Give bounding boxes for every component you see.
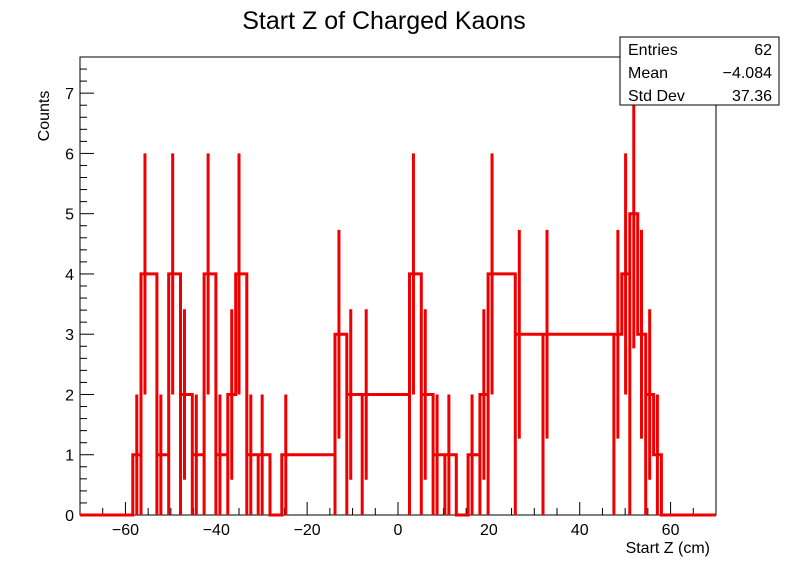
stats-stddev-value: 37.36 <box>732 88 772 105</box>
stats-stddev-label: Std Dev <box>628 88 685 105</box>
histogram-bins <box>80 78 716 517</box>
x-tick-label: 20 <box>480 522 498 539</box>
x-axis-label: Start Z (cm) <box>626 540 710 557</box>
x-tick-label: 60 <box>662 522 680 539</box>
chart-title: Start Z of Charged Kaons <box>242 7 525 35</box>
histogram-outline <box>80 212 716 517</box>
x-tick-label: −40 <box>203 522 230 539</box>
x-tick-label: 0 <box>394 522 403 539</box>
stats-box-frame <box>619 36 780 106</box>
stats-box: Entries 62 Mean −4.084 Std Dev 37.36 <box>619 36 780 106</box>
y-tick-label: 1 <box>65 448 74 465</box>
y-tick-label: 2 <box>65 387 74 404</box>
y-tick-label: 3 <box>65 327 74 344</box>
y-tick-label: 5 <box>65 207 74 224</box>
stats-mean-value: −4.084 <box>723 65 772 82</box>
y-axis-ticks: 0 1 2 3 4 5 6 7 <box>65 68 94 525</box>
stats-entries-label: Entries <box>628 42 678 59</box>
y-tick-label: 7 <box>65 86 74 103</box>
y-tick-label: 4 <box>65 267 74 284</box>
x-tick-label: 40 <box>571 522 589 539</box>
y-axis-label: Counts <box>36 91 53 142</box>
x-tick-label: −60 <box>112 522 139 539</box>
x-axis-ticks: −60 −40 −20 0 20 40 60 <box>79 502 717 539</box>
x-tick-label: −20 <box>294 522 321 539</box>
y-tick-label: 6 <box>65 146 74 163</box>
stats-entries-value: 62 <box>754 42 772 59</box>
stats-mean-label: Mean <box>628 65 668 82</box>
y-tick-label: 0 <box>65 508 74 525</box>
